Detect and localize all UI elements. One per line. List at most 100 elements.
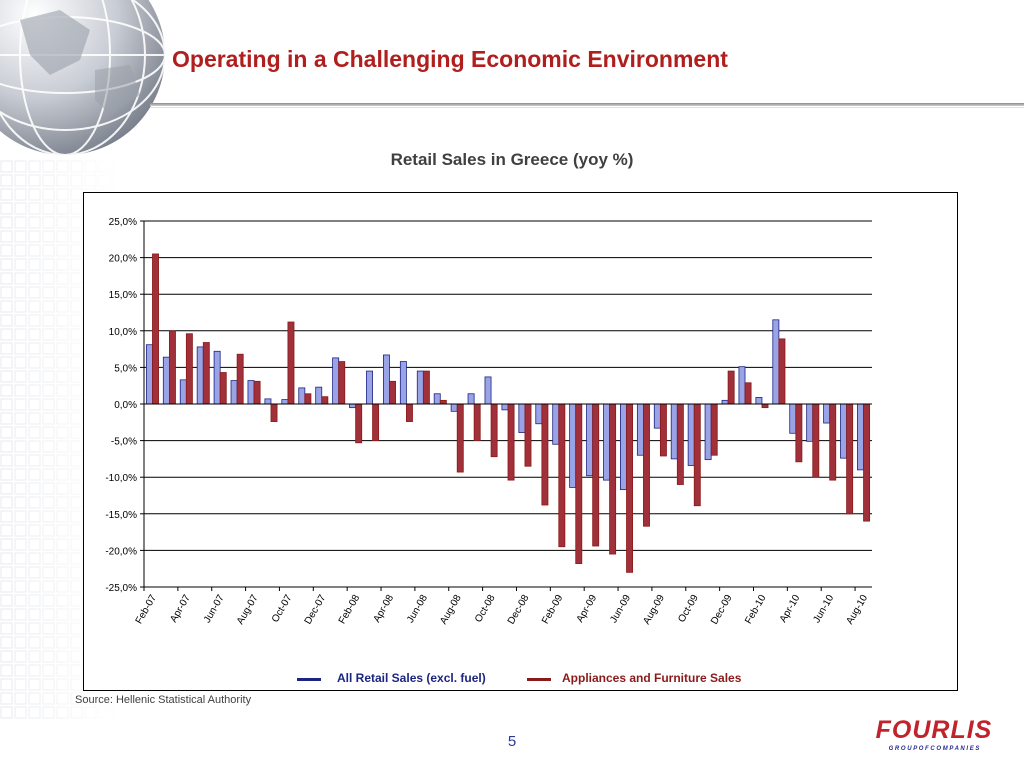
y-tick-label: 5,0% [114, 363, 137, 374]
bar-appliances [456, 403, 464, 473]
fourlis-logo: FOURLIS G R O U P O F C O M P A N I E S [876, 716, 993, 752]
bar-appliances [744, 382, 752, 405]
bar-retail [213, 350, 221, 405]
slide-title: Operating in a Challenging Economic Envi… [172, 46, 728, 72]
bar-retail [467, 393, 475, 405]
bar-appliances [524, 403, 532, 467]
bar-retail [687, 403, 695, 466]
y-tick-label: -15,0% [105, 510, 137, 521]
bar-retail [586, 403, 594, 477]
bar-appliances [355, 403, 363, 444]
bar-appliances [558, 403, 566, 548]
x-tick-label: Apr-09 [575, 593, 600, 625]
bar-appliances [321, 396, 329, 405]
bar-retail [704, 403, 712, 461]
bar-appliances [676, 403, 684, 485]
bar-retail [416, 370, 424, 405]
bar-appliances [422, 370, 430, 405]
bar-appliances [168, 330, 176, 405]
bar-retail [366, 370, 373, 405]
x-tick-label: Oct-07 [270, 593, 295, 625]
bar-retail [857, 403, 864, 471]
bar-appliances [253, 380, 261, 405]
bar-appliances [270, 403, 278, 422]
bar-retail [247, 380, 255, 405]
bar-retail [772, 319, 780, 405]
bar-appliances [389, 380, 396, 405]
x-tick-label: Oct-09 [676, 593, 701, 625]
y-tick-label: -10,0% [105, 473, 137, 484]
bar-appliances [202, 342, 210, 405]
bar-appliances [609, 403, 617, 555]
x-tick-label: Feb-08 [337, 593, 363, 626]
bar-retail [298, 387, 306, 405]
x-tick-label: Jun-08 [405, 593, 430, 625]
bar-retail [501, 403, 509, 411]
legend-swatch-appliances [527, 678, 551, 681]
source-note: Source: Hellenic Statistical Authority [75, 694, 252, 706]
bar-appliances [541, 403, 549, 506]
bar-retail [196, 346, 204, 405]
bar-appliances [406, 403, 413, 422]
bar-appliances [626, 403, 634, 573]
bar-appliances [236, 353, 244, 405]
x-tick-label: Aug-09 [641, 593, 667, 627]
x-tick-label: Apr-07 [168, 593, 193, 625]
bar-retail [738, 366, 746, 405]
bar-retail [179, 379, 187, 405]
x-tick-label: Jun-10 [811, 593, 836, 625]
bar-appliances [507, 403, 515, 481]
bar-appliances [592, 403, 600, 547]
bar-appliances [575, 403, 583, 564]
y-tick-label: -20,0% [105, 546, 137, 557]
x-tick-label: Oct-08 [473, 593, 498, 625]
bar-appliances [643, 403, 650, 527]
bar-appliances [693, 403, 701, 507]
y-tick-label: 0,0% [114, 400, 137, 411]
bar-appliances [304, 393, 312, 405]
bar-appliances [795, 403, 803, 463]
x-tick-label: Aug-08 [438, 593, 464, 627]
bar-appliances [219, 372, 227, 405]
bar-retail [450, 403, 458, 412]
bar-retail [603, 403, 610, 481]
bar-appliances [727, 370, 735, 405]
bar-appliances [710, 403, 718, 456]
x-tick-label: Dec-08 [506, 593, 532, 627]
bar-appliances [338, 361, 346, 405]
bar-appliances [659, 403, 667, 457]
y-tick-label: -5,0% [111, 437, 137, 448]
bar-appliances [185, 333, 193, 405]
bar-retail [535, 403, 543, 425]
legend-swatch-retail [297, 678, 321, 681]
title-divider-shadow [150, 107, 1024, 108]
title-divider [150, 103, 1024, 106]
bar-appliances [439, 399, 447, 405]
legend-label-retail: All Retail Sales (excl. fuel) [337, 671, 486, 685]
bar-appliances [372, 403, 380, 441]
legend-label-appliances: Appliances and Furniture Sales [562, 671, 742, 685]
bar-appliances [490, 403, 498, 458]
bar-retail [670, 403, 678, 460]
logo-tagline: G R O U P O F C O M P A N I E S [889, 746, 980, 752]
bar-retail [518, 403, 526, 433]
bar-retail [281, 399, 289, 405]
bar-retail [840, 403, 848, 459]
bar-appliances [152, 253, 159, 405]
bar-retail [552, 403, 560, 445]
bar-retail [484, 376, 492, 405]
bar-retail [636, 403, 644, 456]
x-tick-label: Aug-07 [235, 593, 261, 627]
x-tick-label: Dec-07 [303, 593, 329, 627]
chart-title: Retail Sales in Greece (yoy %) [390, 150, 634, 169]
bar-retail [806, 403, 814, 442]
bar-retail [382, 354, 390, 405]
y-tick-label: 20,0% [109, 254, 137, 265]
bar-retail [569, 403, 577, 488]
logo-wordmark: FOURLIS [876, 716, 993, 744]
bar-appliances [778, 338, 786, 405]
bar-appliances [863, 403, 871, 522]
bar-retail [264, 398, 272, 405]
page-number: 5 [507, 733, 517, 750]
